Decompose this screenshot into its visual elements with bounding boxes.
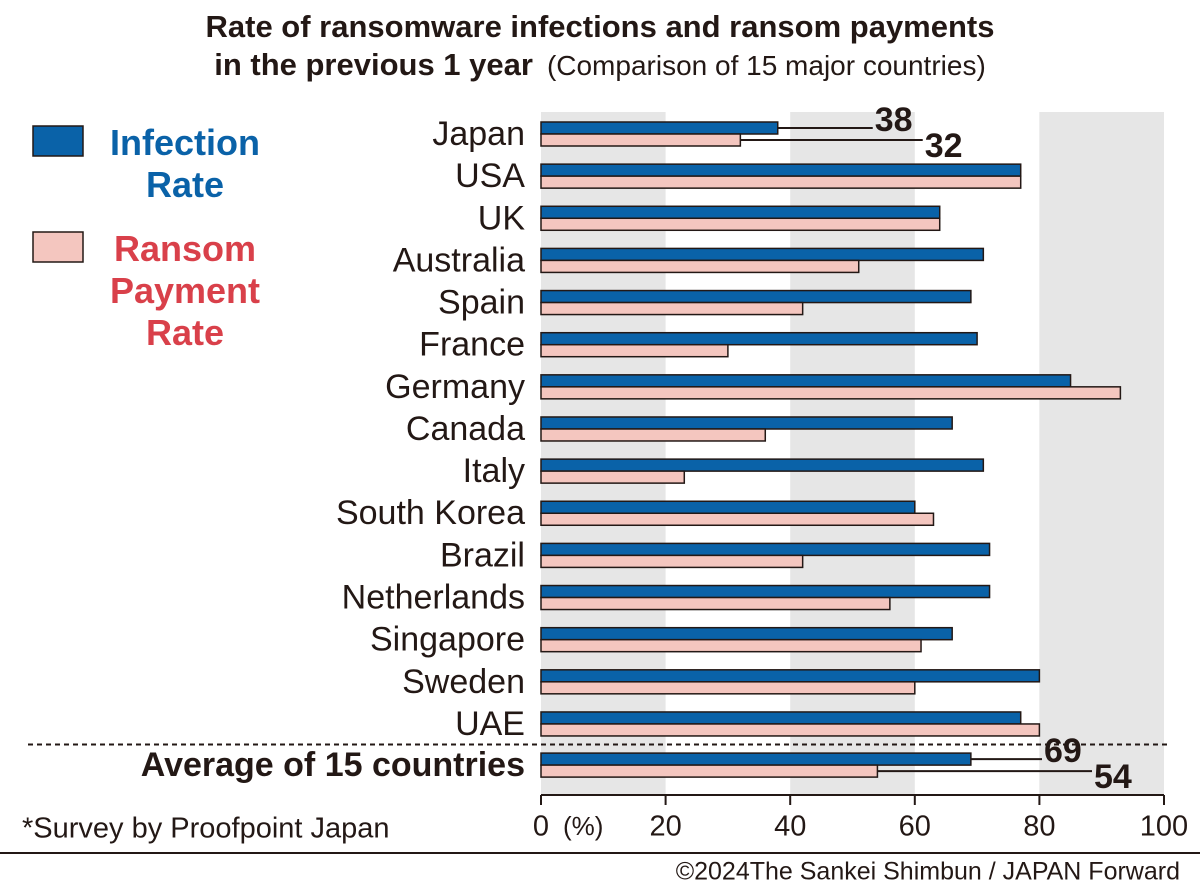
bar xyxy=(540,458,985,472)
credit: ©2024The Sankei Shimbun / JAPAN Forward xyxy=(676,858,1180,886)
bar xyxy=(540,723,1041,737)
bar xyxy=(540,554,804,569)
y-tick-label: Singapore xyxy=(370,621,525,659)
data-label: 69 xyxy=(1044,732,1082,770)
y-tick-label: Italy xyxy=(463,452,525,490)
bar xyxy=(540,259,860,274)
bar xyxy=(540,470,686,484)
x-tick-label: 80 xyxy=(1023,811,1055,843)
y-tick-label: Germany xyxy=(385,368,525,406)
x-tick-label: 40 xyxy=(774,811,806,843)
y-tick-label: Netherlands xyxy=(342,579,525,617)
y-tick-label: Brazil xyxy=(440,536,525,574)
bar xyxy=(540,301,804,316)
legend-swatch xyxy=(32,125,84,157)
bar xyxy=(540,584,991,599)
x-tick-label: 60 xyxy=(899,811,931,843)
y-tick-label: Spain xyxy=(438,284,525,322)
bar xyxy=(540,711,1022,725)
x-tick-label: 100 xyxy=(1140,811,1188,843)
y-tick-label: Australia xyxy=(393,241,525,279)
title-block: Rate of ransomware infections and ransom… xyxy=(0,8,1200,85)
bar xyxy=(540,121,779,135)
y-tick-label: UAE xyxy=(455,705,525,743)
shaded-band xyxy=(1039,112,1164,795)
bar xyxy=(540,512,935,527)
bar xyxy=(540,596,891,611)
data-label: 32 xyxy=(925,127,963,165)
bar xyxy=(540,428,767,442)
y-tick-label: Canada xyxy=(406,410,525,448)
bar xyxy=(540,681,916,695)
y-tick-label: USA xyxy=(455,157,525,195)
bar xyxy=(540,416,953,430)
bar xyxy=(540,626,953,641)
bar xyxy=(540,542,991,557)
legend-label: Infection Rate xyxy=(110,122,260,205)
y-tick-label: Sweden xyxy=(402,663,525,701)
chart-title: Rate of ransomware infections and ransom… xyxy=(205,9,995,82)
y-tick-label: Japan xyxy=(432,115,525,153)
legend-label: Ransom Payment Rate xyxy=(109,228,261,353)
y-tick-label: Average of 15 countries xyxy=(141,746,525,784)
x-unit: (%) xyxy=(563,811,603,841)
bar xyxy=(540,163,1022,177)
bar xyxy=(540,500,916,515)
data-label: 38 xyxy=(875,101,913,139)
bar xyxy=(540,133,742,147)
bar xyxy=(540,669,1041,683)
bar xyxy=(540,764,879,778)
bar xyxy=(540,386,1122,400)
legend-swatch xyxy=(32,231,84,263)
bar xyxy=(540,175,1022,189)
bar xyxy=(540,289,972,304)
bar xyxy=(540,217,941,232)
bar xyxy=(540,638,922,653)
y-tick-label: UK xyxy=(478,199,526,237)
footnote: *Survey by Proofpoint Japan xyxy=(22,813,390,845)
bar xyxy=(540,247,985,262)
chart-subtitle: (Comparison of 15 major countries) xyxy=(546,50,986,81)
bar xyxy=(540,331,978,346)
x-tick-label: 0 xyxy=(533,811,549,843)
y-tick-label: France xyxy=(419,326,525,364)
bar xyxy=(540,752,972,766)
bar xyxy=(540,343,729,358)
y-tick-label: South Korea xyxy=(336,494,525,532)
bar xyxy=(540,374,1072,388)
bar xyxy=(540,205,941,220)
x-tick-label: 20 xyxy=(649,811,681,843)
data-label: 54 xyxy=(1094,758,1132,796)
